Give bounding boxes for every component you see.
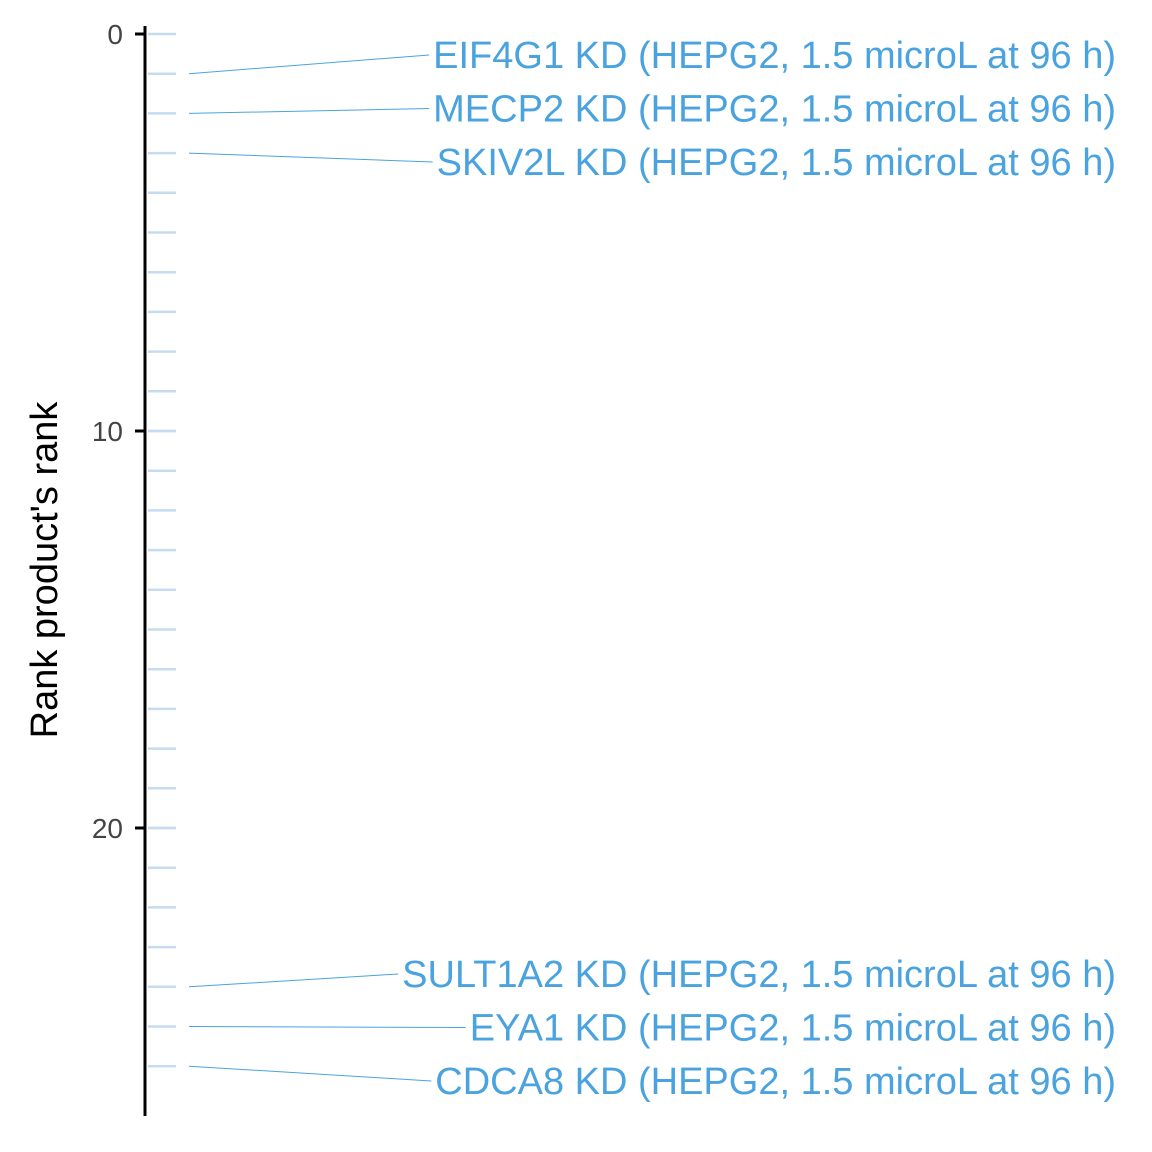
leader-line bbox=[188, 108, 430, 114]
y-axis-ticks: 0 10 20 bbox=[92, 19, 145, 844]
leader-line bbox=[188, 54, 430, 75]
rank-marks bbox=[148, 32, 176, 1068]
point-label: SULT1A2 KD (HEPG2, 1.5 microL at 96 h) bbox=[402, 954, 1116, 996]
point-labels: EIF4G1 KD (HEPG2, 1.5 microL at 96 h) MEC… bbox=[402, 35, 1116, 1103]
leader-lines bbox=[188, 54, 466, 1082]
leader-line bbox=[188, 1065, 432, 1082]
y-tick-label: 10 bbox=[92, 416, 123, 447]
point-label: EYA1 KD (HEPG2, 1.5 microL at 96 h) bbox=[470, 1008, 1116, 1050]
point-label: SKIV2L KD (HEPG2, 1.5 microL at 96 h) bbox=[437, 142, 1116, 184]
y-tick-label: 20 bbox=[92, 813, 123, 844]
point-label: MECP2 KD (HEPG2, 1.5 microL at 96 h) bbox=[433, 89, 1116, 131]
y-tick-label: 0 bbox=[107, 19, 123, 50]
leader-line bbox=[188, 1026, 466, 1028]
point-label: EIF4G1 KD (HEPG2, 1.5 microL at 96 h) bbox=[433, 35, 1116, 77]
y-axis-title: Rank product's rank bbox=[24, 401, 66, 739]
leader-line bbox=[188, 973, 399, 988]
leader-line bbox=[188, 152, 433, 163]
point-label: CDCA8 KD (HEPG2, 1.5 microL at 96 h) bbox=[435, 1061, 1116, 1103]
